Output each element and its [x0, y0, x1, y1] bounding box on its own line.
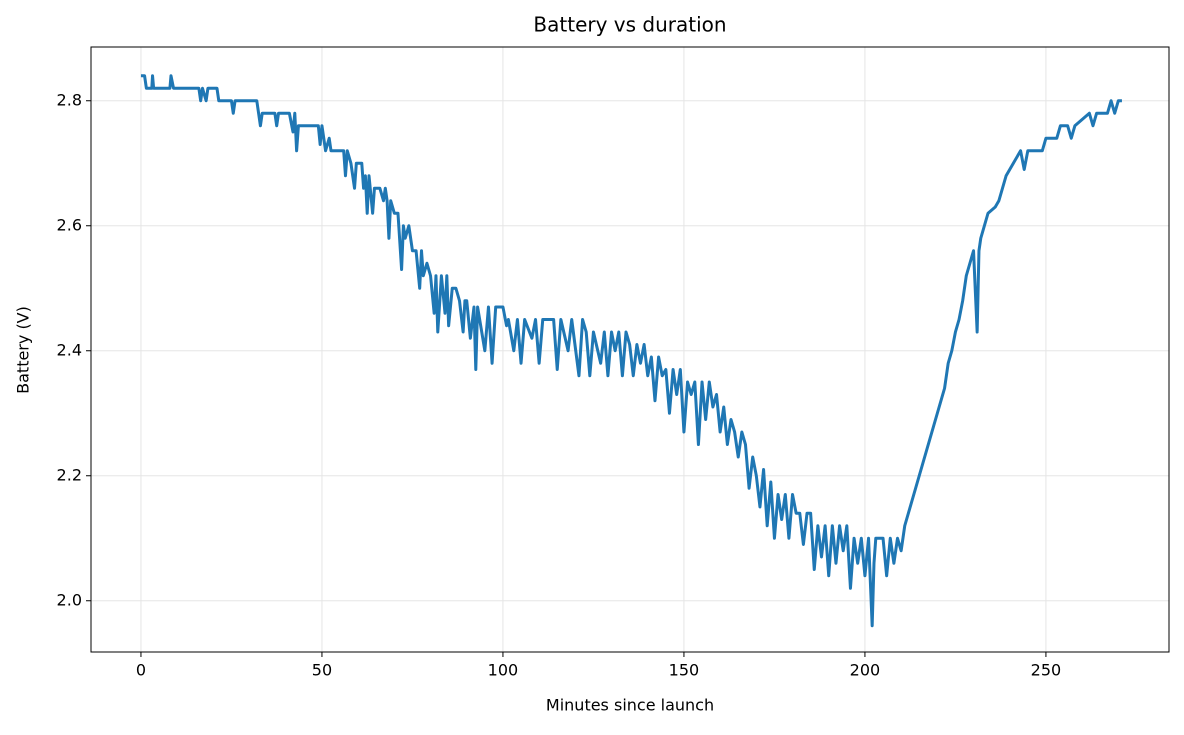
- x-tick-label: 250: [1031, 661, 1062, 680]
- y-axis-label: Battery (V): [14, 306, 33, 394]
- data-line: [140, 74, 1122, 628]
- plot-frame: [90, 46, 1170, 653]
- y-tick-label: 2.0: [57, 590, 82, 609]
- x-tick-label: 50: [312, 661, 332, 680]
- y-tick-label: 2.6: [57, 215, 82, 234]
- y-tick-label: 2.8: [57, 90, 82, 109]
- x-tick-label: 0: [136, 661, 146, 680]
- x-tick-label: 100: [488, 661, 519, 680]
- chart-title: Battery vs duration: [533, 13, 726, 37]
- x-tick-label: 150: [669, 661, 700, 680]
- y-tick-label: 2.4: [57, 340, 82, 359]
- x-axis-label: Minutes since launch: [546, 696, 714, 715]
- y-tick-label: 2.2: [57, 465, 82, 484]
- x-tick-label: 200: [850, 661, 881, 680]
